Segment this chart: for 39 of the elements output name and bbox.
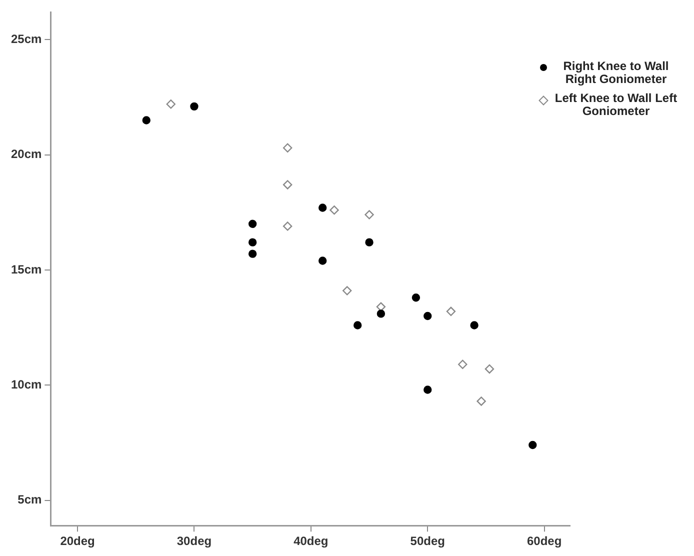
point bbox=[282, 180, 292, 190]
y-tick-label: 5cm bbox=[18, 492, 42, 507]
point bbox=[365, 238, 374, 246]
y-tick-label: 25cm bbox=[10, 32, 42, 46]
point bbox=[248, 238, 257, 246]
point bbox=[470, 321, 478, 330]
point bbox=[424, 312, 432, 320]
legend-label: Left Knee to Wall Left Goniometer bbox=[554, 91, 678, 118]
point bbox=[142, 116, 150, 124]
point bbox=[166, 100, 176, 109]
y-tick-label: 10cm bbox=[10, 377, 42, 392]
x-tick-label: 40deg bbox=[294, 534, 328, 548]
point bbox=[330, 205, 339, 215]
x-tick-label: 20deg bbox=[60, 534, 95, 548]
point bbox=[376, 310, 386, 318]
point bbox=[342, 286, 352, 296]
point bbox=[424, 386, 432, 394]
point bbox=[364, 210, 374, 220]
y-tick-label: 20cm bbox=[10, 147, 42, 162]
point bbox=[412, 293, 420, 302]
point bbox=[458, 360, 468, 369]
point bbox=[282, 143, 292, 152]
x-tick-label: 60deg bbox=[526, 534, 562, 548]
point bbox=[190, 102, 198, 111]
point bbox=[484, 364, 494, 374]
point bbox=[354, 321, 362, 330]
x-tick-label: 30deg bbox=[176, 534, 212, 548]
point bbox=[446, 306, 456, 316]
point bbox=[282, 222, 292, 231]
point bbox=[248, 250, 257, 258]
point bbox=[248, 220, 257, 228]
x-tick-label: 50deg bbox=[410, 534, 445, 548]
y-tick-label: 15cm bbox=[10, 262, 42, 276]
point bbox=[476, 396, 486, 406]
legend-label: Right Knee to Wall Right Goniometer bbox=[562, 59, 670, 86]
point bbox=[318, 256, 327, 265]
point bbox=[528, 440, 537, 450]
point bbox=[376, 302, 386, 312]
point bbox=[318, 204, 327, 212]
